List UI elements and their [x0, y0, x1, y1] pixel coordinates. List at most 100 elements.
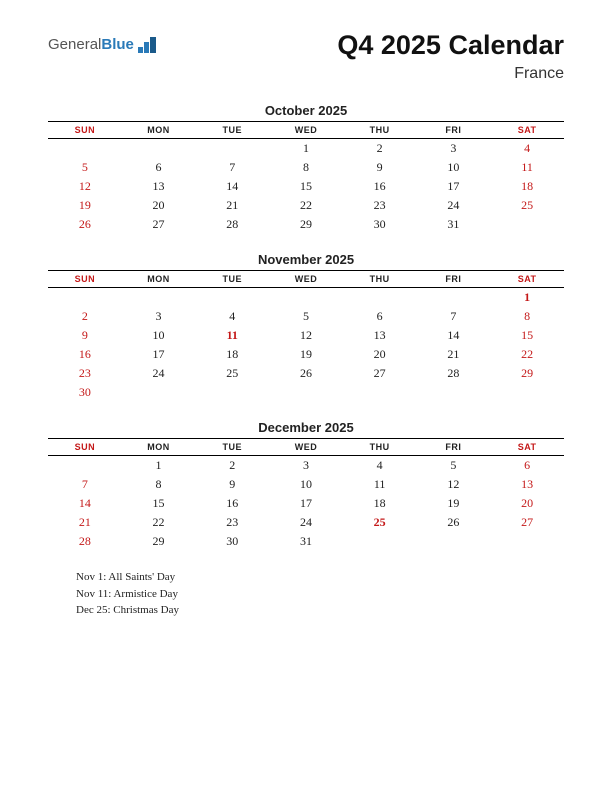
day-cell: 26	[269, 364, 343, 383]
empty-cell	[343, 288, 417, 308]
month-title: October 2025	[48, 103, 564, 118]
dow-header: THU	[343, 122, 417, 139]
empty-cell	[490, 383, 564, 402]
dow-header: FRI	[417, 439, 491, 456]
day-cell: 18	[490, 177, 564, 196]
day-cell: 5	[48, 158, 122, 177]
day-cell: 11	[343, 475, 417, 494]
empty-cell	[48, 139, 122, 159]
day-cell: 10	[417, 158, 491, 177]
day-cell: 29	[122, 532, 196, 551]
logo: GeneralBlue	[48, 36, 158, 53]
day-cell: 7	[195, 158, 269, 177]
day-cell: 13	[122, 177, 196, 196]
empty-cell	[122, 139, 196, 159]
empty-cell	[48, 456, 122, 476]
day-cell: 3	[269, 456, 343, 476]
day-cell: 7	[48, 475, 122, 494]
dow-header: SAT	[490, 271, 564, 288]
day-cell: 19	[417, 494, 491, 513]
day-cell: 17	[269, 494, 343, 513]
day-cell: 29	[269, 215, 343, 234]
day-cell: 23	[48, 364, 122, 383]
dow-header: FRI	[417, 122, 491, 139]
day-cell: 16	[343, 177, 417, 196]
day-cell: 14	[417, 326, 491, 345]
day-cell: 13	[343, 326, 417, 345]
day-cell: 30	[343, 215, 417, 234]
day-cell: 9	[195, 475, 269, 494]
day-cell: 21	[48, 513, 122, 532]
day-cell: 5	[417, 456, 491, 476]
day-cell: 19	[269, 345, 343, 364]
dow-header: TUE	[195, 122, 269, 139]
day-cell: 17	[417, 177, 491, 196]
dow-header: MON	[122, 439, 196, 456]
empty-cell	[122, 383, 196, 402]
day-cell: 24	[269, 513, 343, 532]
page-title: Q4 2025 Calendar	[337, 30, 564, 61]
calendar-table: SUNMONTUEWEDTHUFRISAT1234567891011121314…	[48, 438, 564, 551]
holiday-list: Nov 1: All Saints' DayNov 11: Armistice …	[76, 569, 564, 619]
day-cell: 8	[490, 307, 564, 326]
dow-header: MON	[122, 122, 196, 139]
day-cell: 29	[490, 364, 564, 383]
day-cell: 27	[343, 364, 417, 383]
day-cell: 16	[48, 345, 122, 364]
dow-header: WED	[269, 439, 343, 456]
empty-cell	[195, 288, 269, 308]
day-cell: 1	[122, 456, 196, 476]
day-cell: 15	[490, 326, 564, 345]
day-cell: 14	[48, 494, 122, 513]
day-cell: 5	[269, 307, 343, 326]
day-cell: 12	[269, 326, 343, 345]
dow-header: SUN	[48, 122, 122, 139]
logo-text: GeneralBlue	[48, 36, 134, 53]
day-cell: 23	[343, 196, 417, 215]
day-cell: 28	[417, 364, 491, 383]
day-cell: 21	[417, 345, 491, 364]
day-cell: 22	[490, 345, 564, 364]
empty-cell	[195, 139, 269, 159]
day-cell: 4	[490, 139, 564, 159]
day-cell: 25	[195, 364, 269, 383]
day-cell: 16	[195, 494, 269, 513]
day-cell: 6	[122, 158, 196, 177]
month-title: December 2025	[48, 420, 564, 435]
month-title: November 2025	[48, 252, 564, 267]
day-cell: 14	[195, 177, 269, 196]
day-cell: 1	[269, 139, 343, 159]
day-cell: 15	[269, 177, 343, 196]
dow-header: TUE	[195, 439, 269, 456]
day-cell: 28	[48, 532, 122, 551]
empty-cell	[490, 215, 564, 234]
day-cell: 30	[48, 383, 122, 402]
day-cell: 2	[48, 307, 122, 326]
day-cell: 10	[269, 475, 343, 494]
day-cell: 31	[417, 215, 491, 234]
day-cell: 27	[122, 215, 196, 234]
empty-cell	[417, 532, 491, 551]
dow-header: SUN	[48, 439, 122, 456]
day-cell: 4	[195, 307, 269, 326]
day-cell: 27	[490, 513, 564, 532]
title-block: Q4 2025 Calendar France	[337, 30, 564, 83]
day-cell: 24	[122, 364, 196, 383]
day-cell: 7	[417, 307, 491, 326]
empty-cell	[343, 383, 417, 402]
day-cell: 20	[490, 494, 564, 513]
calendar-table: SUNMONTUEWEDTHUFRISAT1234567891011121314…	[48, 270, 564, 402]
dow-header: MON	[122, 271, 196, 288]
empty-cell	[490, 532, 564, 551]
day-cell: 23	[195, 513, 269, 532]
empty-cell	[48, 288, 122, 308]
page-subtitle: France	[337, 65, 564, 83]
day-cell: 8	[269, 158, 343, 177]
calendar-table: SUNMONTUEWEDTHUFRISAT1234567891011121314…	[48, 121, 564, 234]
day-cell: 12	[48, 177, 122, 196]
day-cell: 6	[343, 307, 417, 326]
day-cell: 26	[48, 215, 122, 234]
dow-header: FRI	[417, 271, 491, 288]
calendar-container: October 2025SUNMONTUEWEDTHUFRISAT1234567…	[48, 103, 564, 551]
day-cell: 30	[195, 532, 269, 551]
